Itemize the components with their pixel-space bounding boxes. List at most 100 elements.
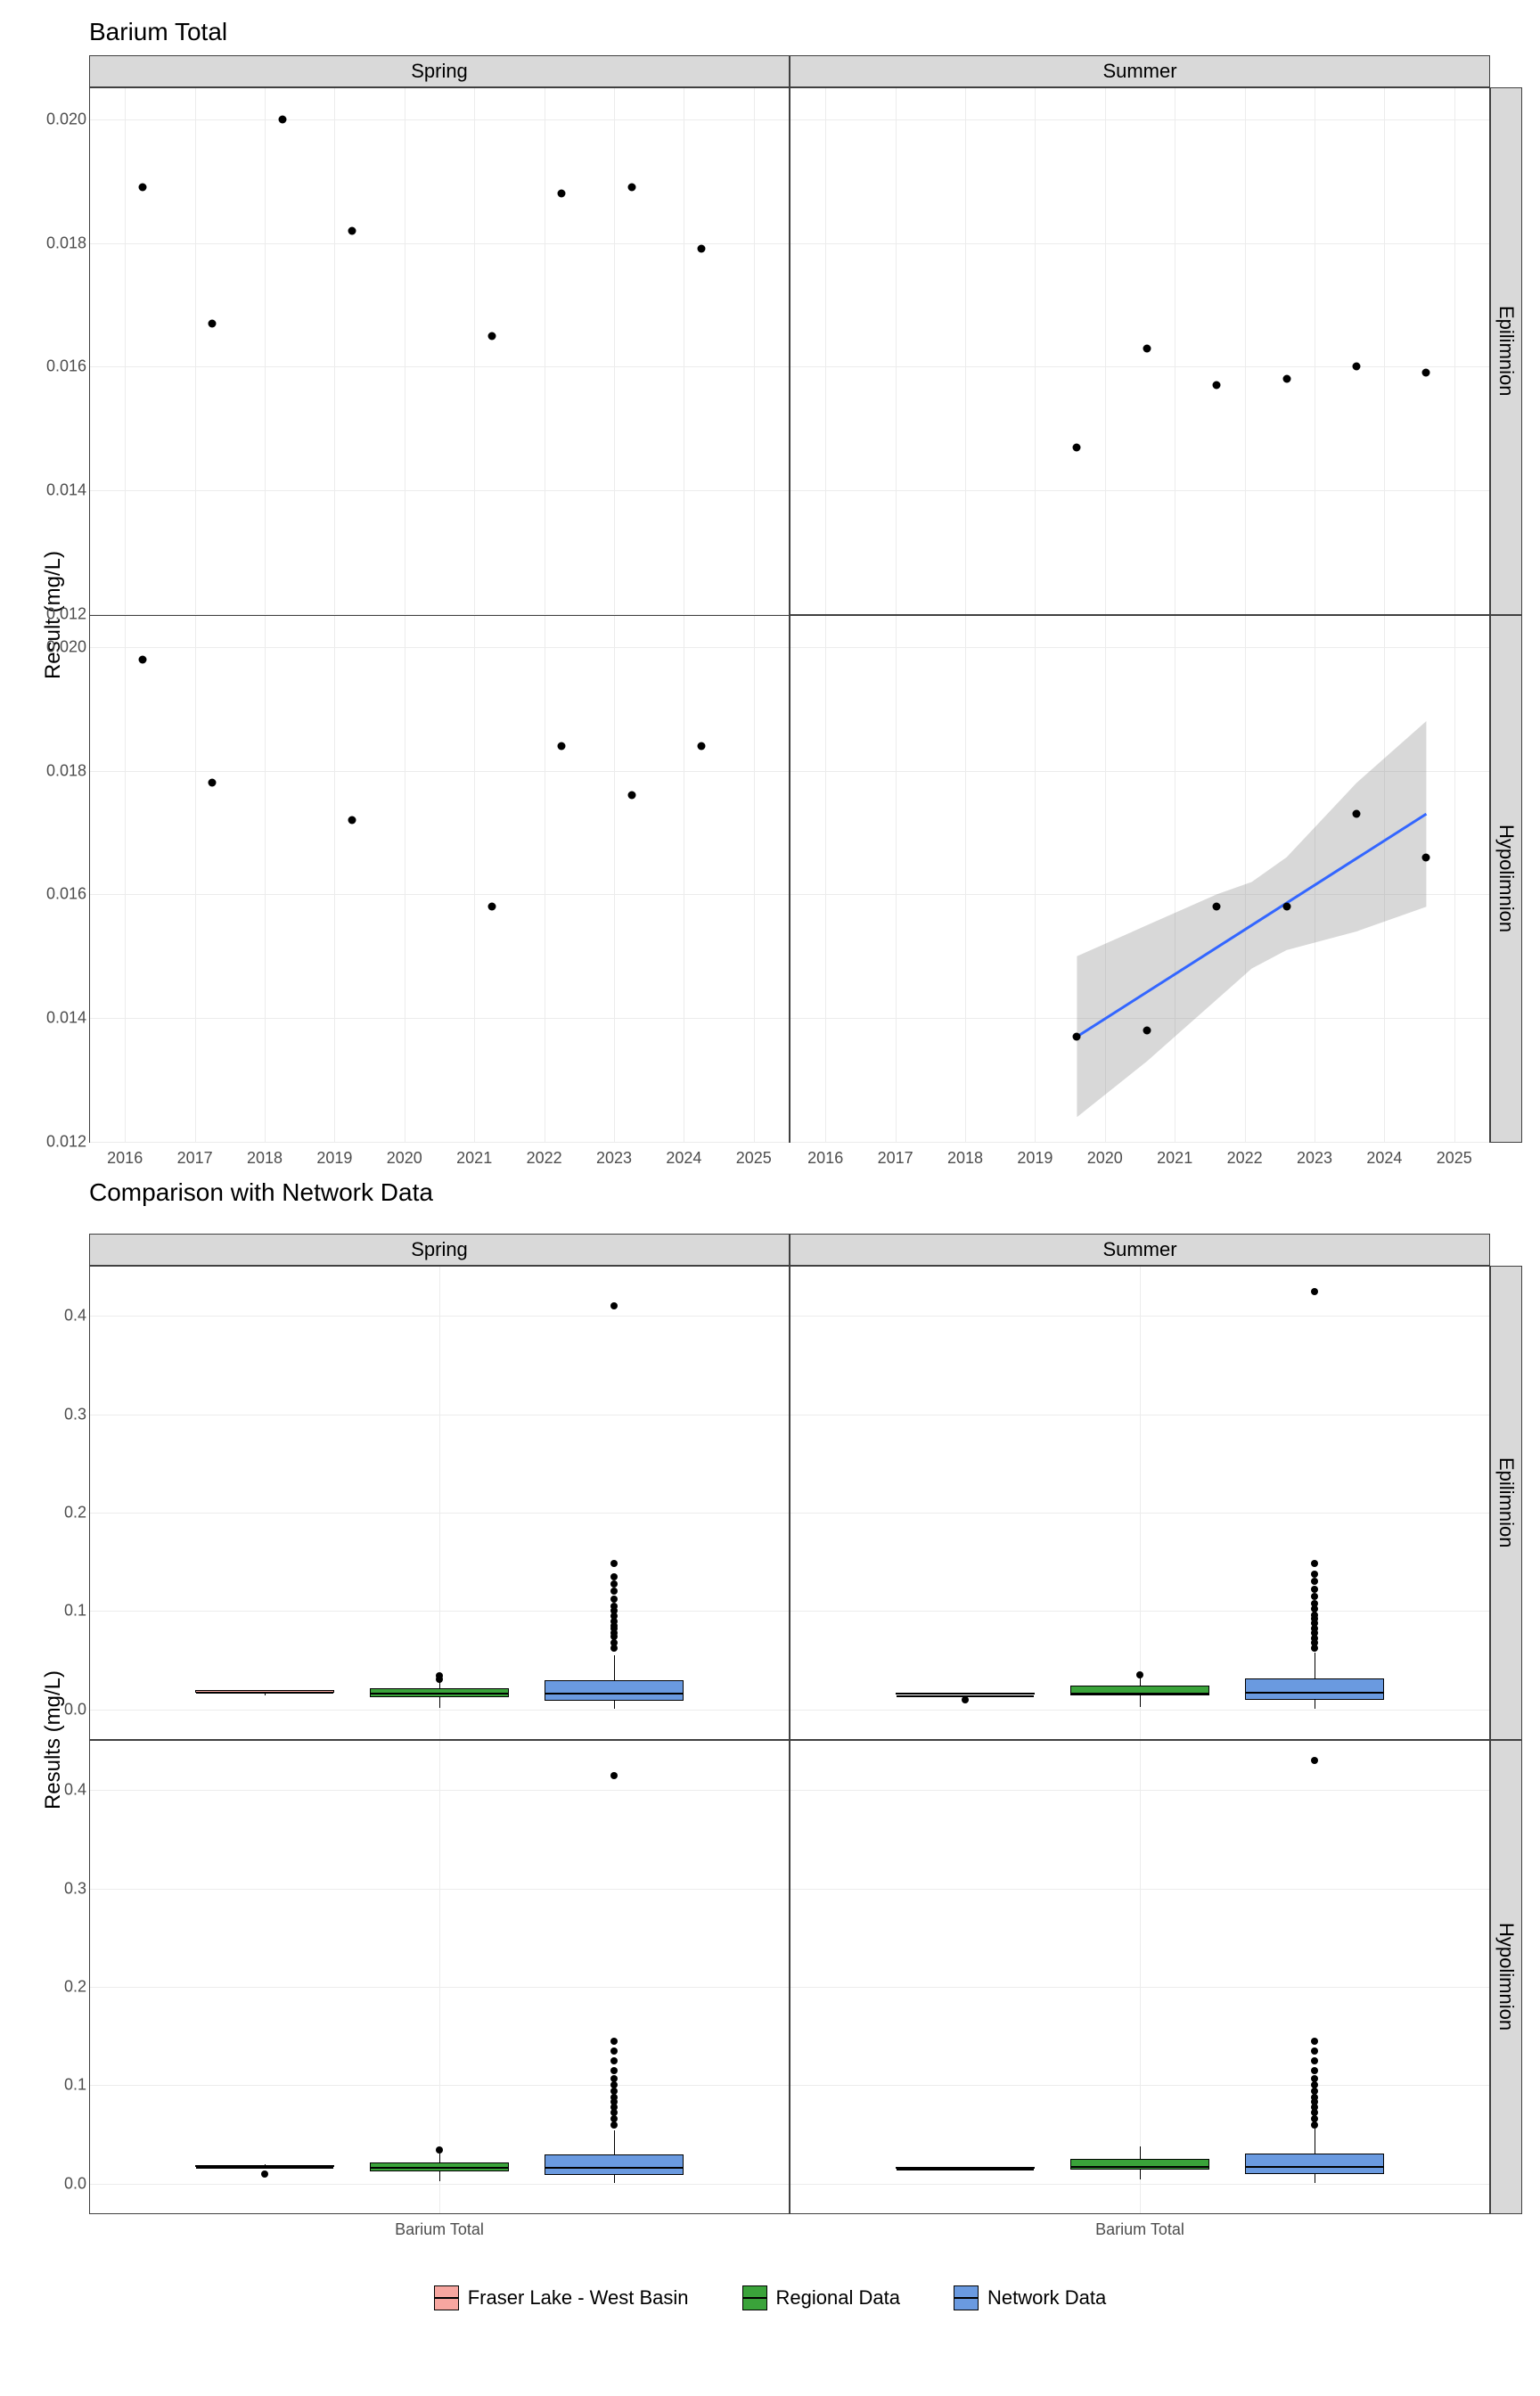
outlier [1311, 2067, 1318, 2074]
legend-label-regional: Regional Data [776, 2286, 900, 2310]
outlier [1311, 2038, 1318, 2045]
outlier [610, 1772, 618, 1779]
outlier [610, 2067, 618, 2074]
data-point [1213, 903, 1221, 911]
boxplot-title: Comparison with Network Data [89, 1178, 1522, 1207]
scatter-panel-spring-epilimnion: 0.0120.0140.0160.0180.020 [89, 87, 790, 615]
data-point [1143, 344, 1151, 352]
outlier [1311, 2057, 1318, 2064]
boxplot-panel-spring-epilimnion: 0.00.10.20.30.4 [89, 1266, 790, 1740]
scatter-strip-spring: Spring [89, 55, 790, 87]
data-point [1143, 1027, 1151, 1035]
boxplot-strip-spring: Spring [89, 1234, 790, 1266]
data-point [558, 742, 566, 750]
box-regional [1070, 2159, 1210, 2170]
outlier [1311, 2047, 1318, 2055]
scatter-title: Barium Total [89, 18, 1522, 46]
outlier [261, 2170, 268, 2178]
data-point [1282, 375, 1290, 383]
legend-label-fraser: Fraser Lake - West Basin [468, 2286, 689, 2310]
scatter-panel-summer-hypolimnion: 2016201720182019202020212022202320242025 [790, 615, 1490, 1143]
scatter-strip-summer: Summer [790, 55, 1490, 87]
legend-key-regional [742, 2285, 767, 2310]
boxplot-strip-epilimnion: Epilimnion [1490, 1266, 1522, 1740]
box-regional [370, 2162, 510, 2171]
outlier [1311, 1600, 1318, 1607]
data-point [627, 184, 635, 192]
boxplot-figure: Comparison with Network Data Spring Summ… [18, 1178, 1522, 2250]
outlier [610, 2047, 618, 2055]
outlier [610, 2038, 618, 2045]
data-point [1353, 363, 1361, 371]
scatter-panel-spring-hypolimnion: 0.0120.0140.0160.0180.020201620172018201… [89, 615, 790, 1143]
outlier [1311, 1560, 1318, 1567]
outlier [1311, 1586, 1318, 1593]
outlier [1136, 1671, 1143, 1678]
box-network [545, 2154, 684, 2175]
boxplot-panel-spring-hypolimnion: 0.00.10.20.30.4Barium Total [89, 1740, 790, 2214]
box-network [1245, 1678, 1385, 1700]
outlier [610, 2057, 618, 2064]
box-regional [370, 1688, 510, 1697]
boxplot-facet-grid: Spring Summer Results (mg/L) 0.00.10.20.… [18, 1234, 1522, 2250]
outlier [610, 2081, 618, 2088]
data-point [698, 742, 706, 750]
legend: Fraser Lake - West Basin Regional Data N… [18, 2285, 1522, 2310]
legend-item-regional: Regional Data [742, 2285, 900, 2310]
boxplot-panel-summer-epilimnion [790, 1266, 1490, 1740]
data-point [209, 779, 217, 787]
scatter-strip-hypolimnion: Hypolimnion [1490, 615, 1522, 1143]
outlier [610, 1560, 618, 1567]
data-point [1353, 810, 1361, 818]
data-point [1422, 369, 1430, 377]
outlier [610, 1588, 618, 1595]
outlier [610, 1580, 618, 1588]
data-point [1282, 903, 1290, 911]
boxplot-strip-hypolimnion: Hypolimnion [1490, 1740, 1522, 2214]
outlier [962, 1696, 969, 1703]
box-network [1245, 2154, 1385, 2174]
data-point [1073, 443, 1081, 451]
box-regional [1070, 1686, 1210, 1695]
outlier [610, 1596, 618, 1603]
data-point [278, 115, 286, 123]
outlier [610, 2075, 618, 2082]
data-point [348, 816, 356, 825]
outlier [610, 1302, 618, 1309]
outlier [610, 1603, 618, 1610]
legend-item-fraser: Fraser Lake - West Basin [434, 2285, 689, 2310]
box-fraser [896, 1693, 1036, 1694]
data-point [1422, 853, 1430, 861]
data-point [558, 190, 566, 198]
legend-item-network: Network Data [954, 2285, 1106, 2310]
box-fraser [195, 1690, 335, 1693]
legend-key-network [954, 2285, 979, 2310]
data-point [209, 319, 217, 327]
data-point [1213, 382, 1221, 390]
scatter-panel-summer-epilimnion [790, 87, 1490, 615]
data-point [138, 655, 146, 663]
boxplot-panel-summer-hypolimnion: Barium Total [790, 1740, 1490, 2214]
outlier [436, 2146, 443, 2154]
boxplot-strip-summer: Summer [790, 1234, 1490, 1266]
data-point [698, 245, 706, 253]
scatter-facet-grid: Spring Summer Result (mg/L) 0.0120.0140.… [18, 55, 1522, 1178]
box-network [545, 1680, 684, 1701]
box-fraser [896, 2167, 1036, 2169]
legend-label-network: Network Data [987, 2286, 1106, 2310]
outlier [1311, 2081, 1318, 2088]
scatter-figure: Barium Total Spring Summer Result (mg/L)… [18, 18, 1522, 1178]
outlier [1311, 1593, 1318, 1600]
outlier [1311, 1757, 1318, 1764]
outlier [1311, 1571, 1318, 1578]
data-point [1073, 1033, 1081, 1041]
data-point [487, 332, 496, 340]
data-point [138, 184, 146, 192]
outlier [436, 1672, 443, 1679]
outlier [610, 1573, 618, 1580]
legend-key-fraser [434, 2285, 459, 2310]
box-fraser [195, 2165, 335, 2167]
data-point [627, 792, 635, 800]
outlier [1311, 1288, 1318, 1295]
scatter-strip-epilimnion: Epilimnion [1490, 87, 1522, 615]
